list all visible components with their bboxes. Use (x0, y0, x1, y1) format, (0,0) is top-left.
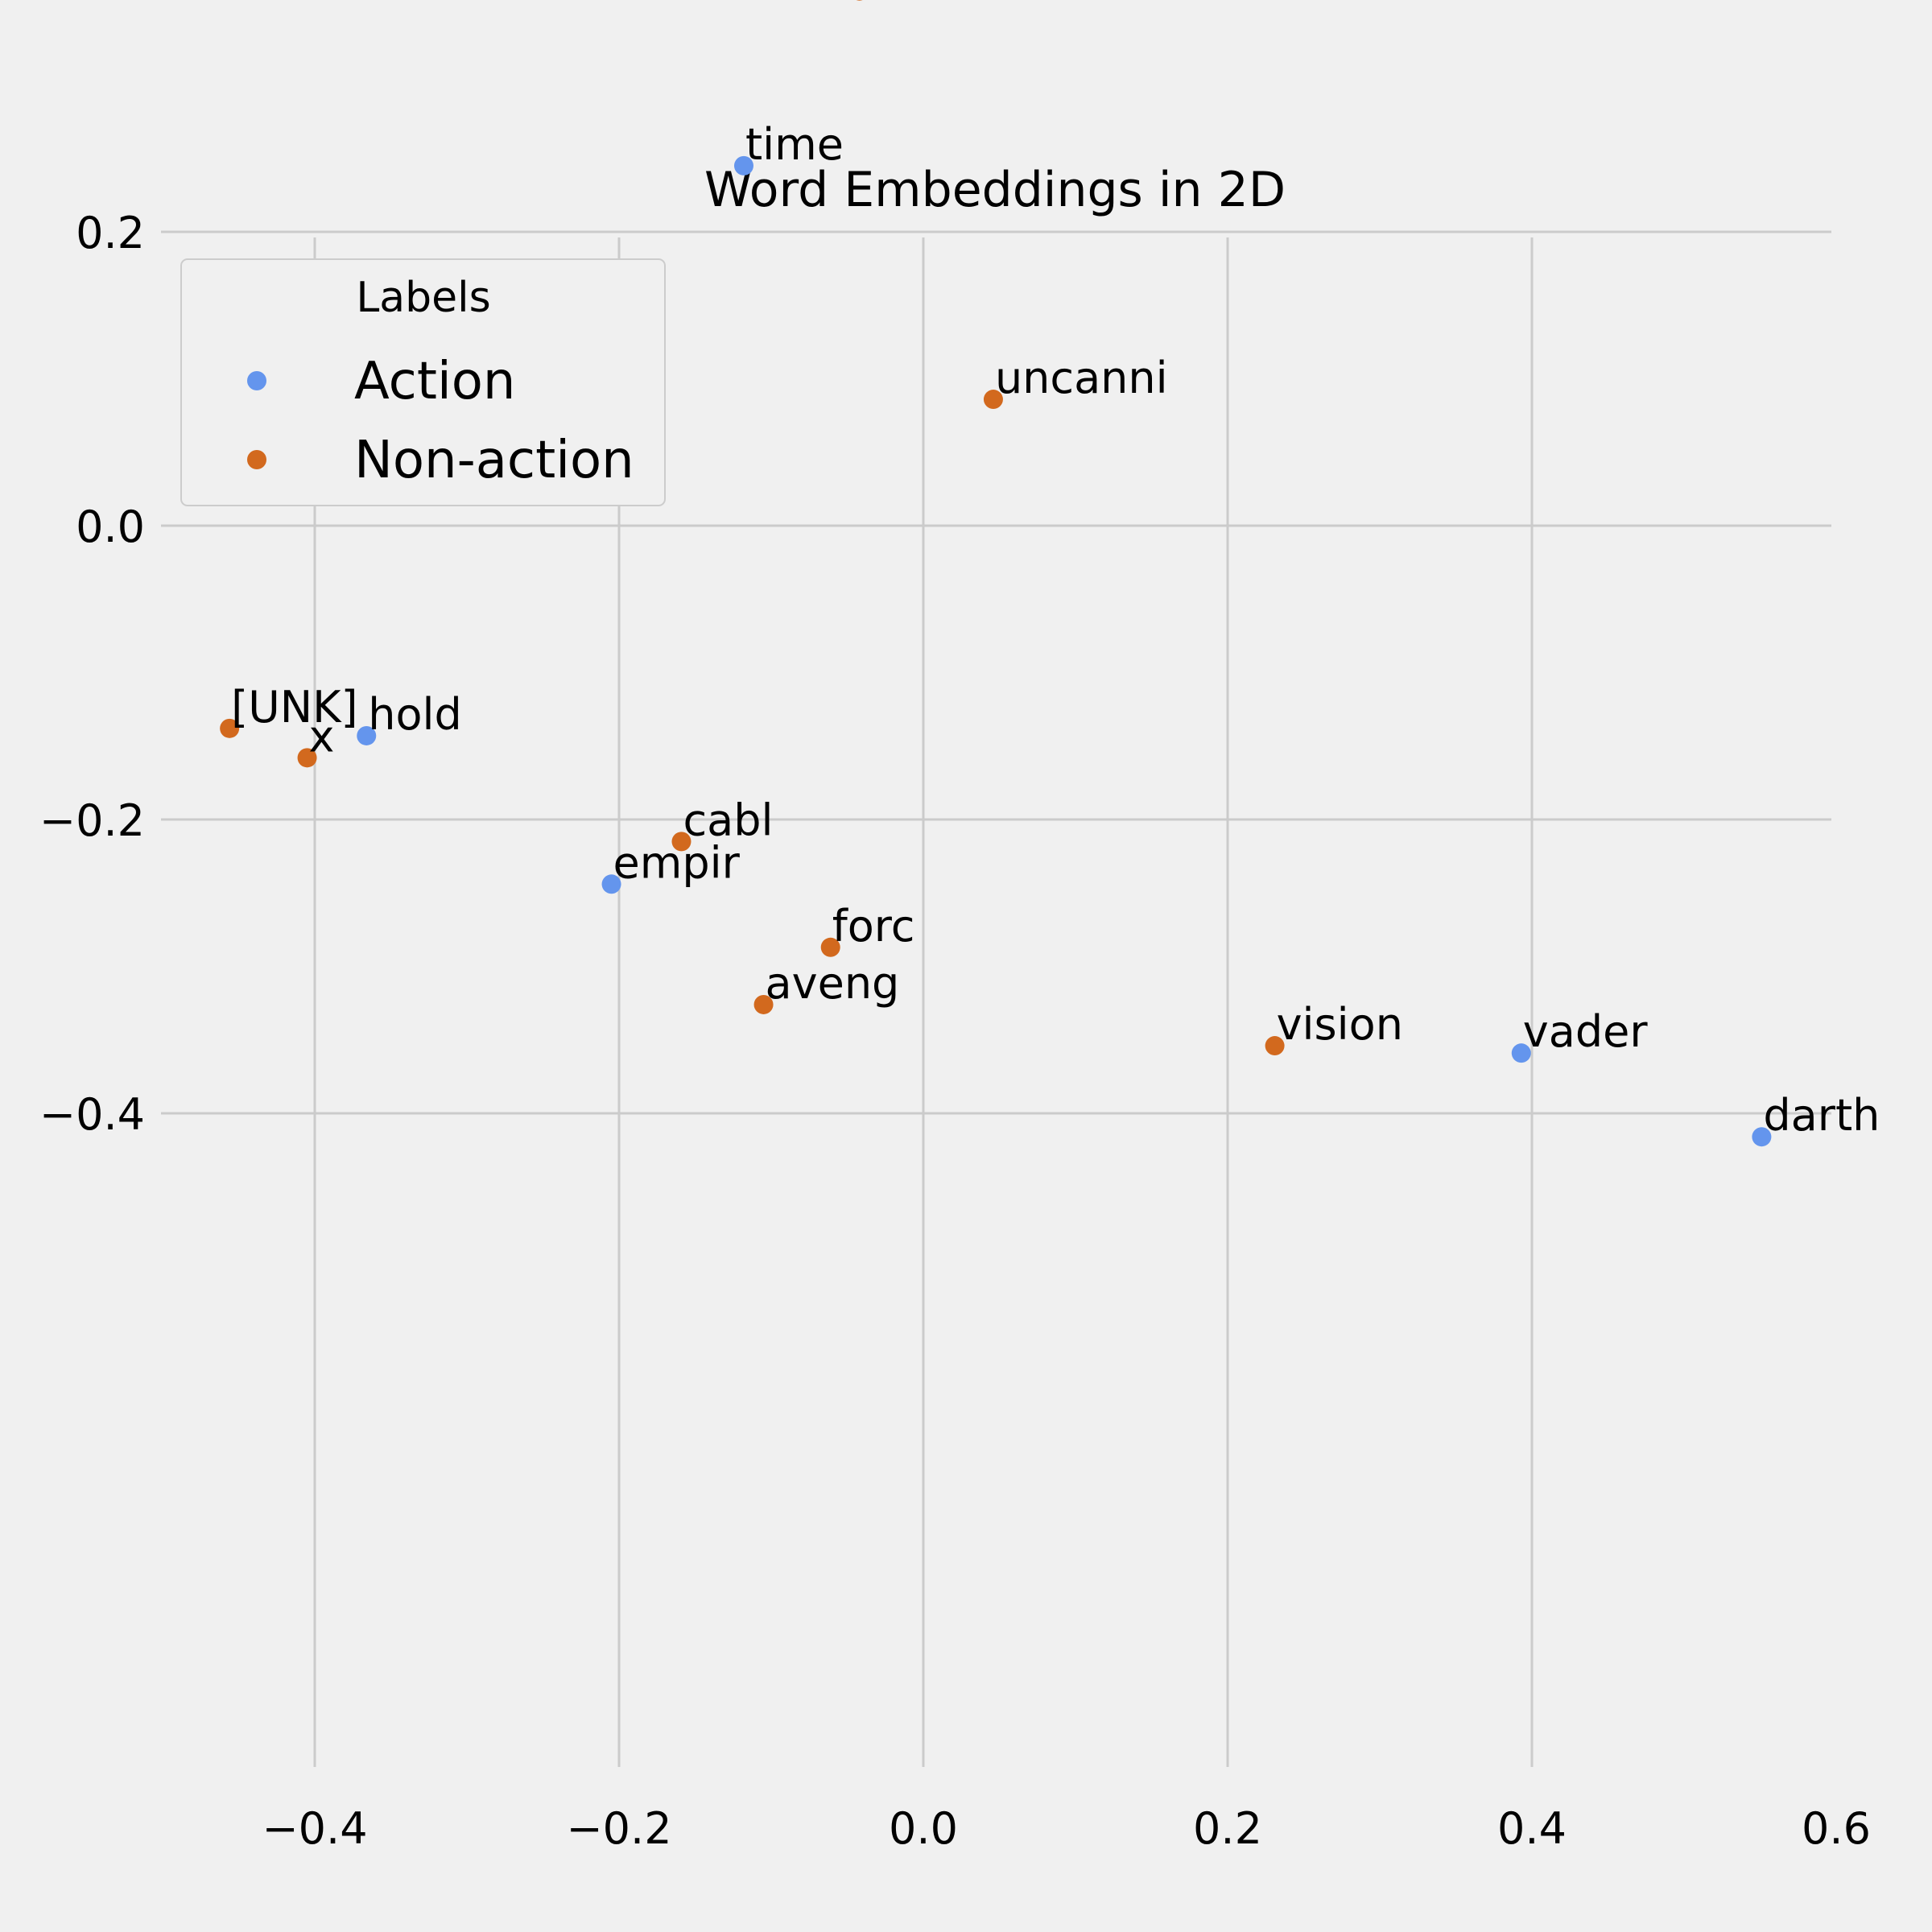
x-tick-label: 0.2 (1193, 1803, 1262, 1854)
legend: Labels Action Non-action (180, 258, 666, 506)
data-point (220, 718, 240, 738)
legend-title: Labels (356, 274, 490, 322)
data-point (357, 725, 377, 745)
point-label: aveng (766, 958, 900, 1009)
x-tick-label: 0.4 (1497, 1803, 1567, 1854)
legend-box (180, 258, 666, 506)
data-point (733, 155, 753, 175)
data-point (601, 874, 621, 894)
x-tick-label: 0.6 (1802, 1803, 1871, 1854)
y-tick-label: 0.2 (76, 208, 145, 258)
y-tick-label: −0.4 (39, 1089, 145, 1140)
data-points: meansecrettimeholdempirvaderdarthgrowris… (220, 0, 1880, 1147)
x-tick-label: −0.2 (566, 1803, 671, 1854)
data-point (820, 937, 840, 957)
point-label: hold (368, 689, 462, 740)
point-label: x (309, 711, 335, 762)
data-point (1265, 1036, 1285, 1056)
data-point (1752, 1127, 1772, 1147)
legend-label: Non-action (354, 431, 634, 490)
x-tick-label: 0.0 (889, 1803, 958, 1854)
point-label: darth (1763, 1090, 1880, 1141)
point-label: [UNK] (231, 682, 357, 733)
data-point (856, 0, 863, 1)
y-tick-label: 0.0 (76, 502, 145, 552)
point-label: vision (1277, 999, 1403, 1050)
legend-marker (247, 371, 266, 390)
series-action: meansecrettimeholdempirvaderdarth (357, 119, 1880, 1147)
point-label: forc (832, 901, 915, 952)
point-label: cabl (683, 795, 773, 845)
point-label: time (745, 119, 844, 170)
legend-marker (247, 450, 266, 469)
tick-labels: −0.4−0.20.00.20.40.6−0.4−0.20.00.20.4 (39, 208, 1871, 1854)
legend-entries: Action Non-action (247, 352, 634, 490)
data-point (1511, 1043, 1531, 1063)
legend-label: Action (354, 352, 515, 411)
y-tick-label: −0.2 (39, 795, 145, 846)
x-tick-label: −0.4 (262, 1803, 367, 1854)
point-label: uncanni (995, 353, 1168, 403)
data-point (671, 832, 691, 852)
data-point (753, 994, 774, 1014)
data-point (297, 748, 317, 768)
data-point (983, 390, 1003, 410)
point-label: vader (1523, 1006, 1649, 1057)
chart-title: Word Embeddings in 2D (704, 162, 1286, 218)
